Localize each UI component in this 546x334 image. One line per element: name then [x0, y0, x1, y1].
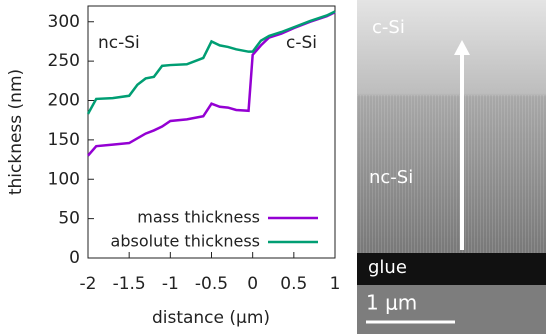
x-tick-label: -1.5 [113, 274, 146, 294]
y-tick-label: 150 [48, 130, 80, 150]
layer-label: glue [368, 257, 407, 278]
series-line [87, 11, 336, 157]
series-line [86, 10, 336, 115]
x-tick-label: -0.5 [195, 274, 228, 294]
annotation: nc-Si [98, 33, 140, 53]
y-axis-label: thickness (nm) [6, 69, 26, 195]
x-tick-label: -2 [80, 274, 97, 294]
legend-label: absolute thickness [111, 232, 260, 251]
x-tick-label: 0 [247, 274, 258, 294]
x-tick-label: 0.5 [280, 274, 307, 294]
y-tick-label: 250 [48, 51, 80, 71]
x-axis-label: distance (μm) [152, 308, 270, 328]
micrograph: c-Si nc-Si glue 1 μm [357, 0, 546, 334]
x-tick-label: 1 [330, 274, 341, 294]
legend-label: mass thickness [137, 208, 260, 227]
y-tick-label: 0 [69, 248, 80, 268]
y-tick-label: 50 [58, 209, 80, 229]
y-tick-label: 100 [48, 169, 80, 189]
x-tick-label: -1 [162, 274, 179, 294]
layer-label: nc-Si [369, 167, 413, 188]
y-tick-label: 200 [48, 91, 80, 111]
scale-bar-label: 1 μm [366, 291, 417, 315]
y-tick-label: 300 [48, 12, 80, 32]
layer-label: c-Si [372, 17, 405, 38]
annotation: c-Si [286, 33, 317, 53]
